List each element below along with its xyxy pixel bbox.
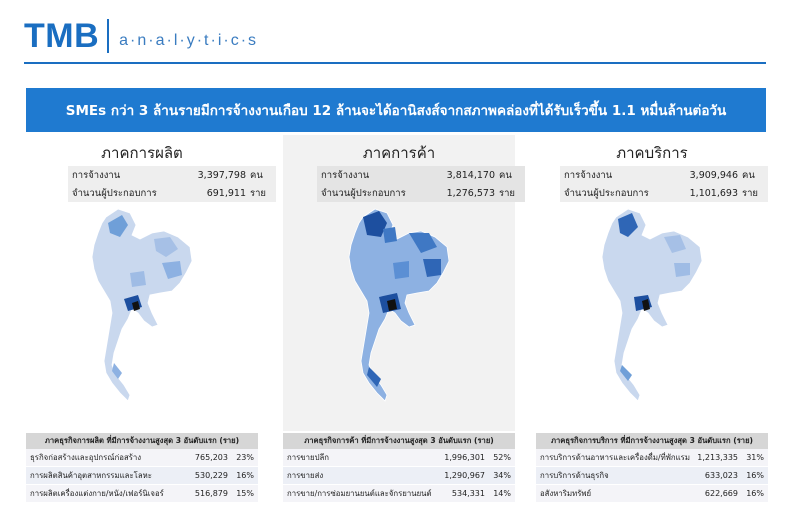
stat-row-employment: การจ้างงาน 3,909,946 คน [560,166,768,184]
panel-title: ภาคการผลิต [101,144,183,162]
panel-title: ภาคการค้า [362,144,436,162]
table-body: การบริการด้านอาหารและเครื่องดื่ม/ที่พักแ… [536,449,768,503]
row-value: 516,879 [194,489,228,498]
stat-value: 691,911 [206,187,246,199]
panel-production: ภาคการผลิต การจ้างงาน 3,397,798 คน จำนวน… [26,135,276,431]
table-row: การขาย/การซ่อมยานยนต์และจักรยานยนต์ 534,… [283,485,515,503]
row-pct: 34% [493,471,511,480]
row-value: 530,229 [194,471,228,480]
row-name: การบริการด้านอาหารและเครื่องดื่ม/ที่พักแ… [540,452,690,462]
table-body: การขายปลีก 1,996,301 52% การขายส่ง 1,290… [283,449,515,503]
row-value: 1,213,335 [697,453,738,462]
top3-table-services: ภาคธุรกิจการบริการ ที่มีการจ้างงานสูงสุด… [536,433,768,503]
table-row: ธุรกิจก่อสร้างและอุปกรณ์ก่อสร้าง 765,203… [26,449,258,467]
stats-box: การจ้างงาน 3,814,170 คน จำนวนผู้ประกอบกา… [317,166,525,202]
stat-label: การจ้างงาน [564,169,613,181]
stat-row-operators: จำนวนผู้ประกอบการ 1,276,573 ราย [317,184,525,202]
stats-box: การจ้างงาน 3,397,798 คน จำนวนผู้ประกอบกา… [68,166,276,202]
table-title: ภาคธุรกิจการผลิต ที่มีการจ้างงานสูงสุด 3… [26,433,258,449]
headline-text: SMEs กว่า 3 ล้านรายมีการจ้างงานเกือบ 12 … [65,103,727,119]
row-pct: 23% [236,453,254,462]
row-value: 765,203 [194,453,228,462]
stat-value: 3,909,946 [689,169,738,181]
stat-value: 3,814,170 [446,169,495,181]
stat-label: จำนวนผู้ประกอบการ [72,187,157,199]
logo-analytics-text: a·n·a·l·y·t·i·c·s [119,32,259,49]
table-body: ธุรกิจก่อสร้างและอุปกรณ์ก่อสร้าง 765,203… [26,449,258,503]
row-value: 633,023 [704,471,738,480]
row-pct: 16% [746,489,764,498]
row-name: การขายส่ง [287,470,324,480]
stat-value: 3,397,798 [197,169,246,181]
stat-unit: ราย [250,187,267,199]
table-row: การขายส่ง 1,290,967 34% [283,467,515,485]
panel-title: ภาคบริการ [616,144,688,162]
header-divider-line [24,62,766,64]
row-pct: 16% [236,471,254,480]
row-name: การผลิตสินค้าอุตสาหกรรมและโลหะ [30,470,152,480]
row-value: 622,669 [704,489,738,498]
row-pct: 16% [746,471,764,480]
stat-value: 1,101,693 [689,187,738,199]
table-title: ภาคธุรกิจการค้า ที่มีการจ้างงานสูงสุด 3 … [283,433,515,449]
row-value: 534,331 [451,489,485,498]
table-row: การบริการด้านอาหารและเครื่องดื่ม/ที่พักแ… [536,449,768,467]
logo-tmb-text: TMB [24,16,100,55]
table-row: การผลิตเครื่องแต่งกาย/หนัง/เฟอร์นิเจอร์ … [26,485,258,503]
stat-row-employment: การจ้างงาน 3,814,170 คน [317,166,525,184]
row-name: ธุรกิจก่อสร้างและอุปกรณ์ก่อสร้าง [30,452,142,462]
stat-value: 1,276,573 [446,187,495,199]
row-pct: 15% [236,489,254,498]
top3-table-trade: ภาคธุรกิจการค้า ที่มีการจ้างงานสูงสุด 3 … [283,433,515,503]
stat-unit: คน [742,169,755,181]
row-value: 1,996,301 [444,453,485,462]
thailand-choropleth-map [601,208,703,402]
tmb-analytics-logo: TMB a·n·a·l·y·t·i·c·s [24,14,258,58]
stat-row-employment: การจ้างงาน 3,397,798 คน [68,166,276,184]
row-name: อสังหาริมทรัพย์ [540,488,592,498]
stat-unit: คน [250,169,263,181]
stat-unit: ราย [499,187,516,199]
panel-services: ภาคบริการ การจ้างงาน 3,909,946 คน จำนวนผ… [536,135,768,431]
row-pct: 52% [493,453,511,462]
row-name: การบริการด้านธุรกิจ [540,470,609,480]
panel-trade: ภาคการค้า การจ้างงาน 3,814,170 คน จำนวนผ… [283,135,525,431]
row-name: การขายปลีก [287,452,330,462]
stat-unit: ราย [742,187,759,199]
table-row: การผลิตสินค้าอุตสาหกรรมและโลหะ 530,229 1… [26,467,258,485]
stat-label: จำนวนผู้ประกอบการ [564,187,649,199]
table-row: การขายปลีก 1,996,301 52% [283,449,515,467]
row-pct: 14% [493,489,511,498]
stats-box: การจ้างงาน 3,909,946 คน จำนวนผู้ประกอบกา… [560,166,768,202]
stat-row-operators: จำนวนผู้ประกอบการ 691,911 ราย [68,184,276,202]
table-row: การบริการด้านธุรกิจ 633,023 16% [536,467,768,485]
stat-label: การจ้างงาน [321,169,370,181]
headline-banner: SMEs กว่า 3 ล้านรายมีการจ้างงานเกือบ 12 … [26,88,766,132]
thailand-choropleth-map [348,208,450,402]
thailand-choropleth-map [91,208,193,402]
stat-label: จำนวนผู้ประกอบการ [321,187,406,199]
logo-divider [107,19,110,53]
row-value: 1,290,967 [444,471,485,480]
top3-table-production: ภาคธุรกิจการผลิต ที่มีการจ้างงานสูงสุด 3… [26,433,258,503]
row-pct: 31% [746,453,764,462]
row-name: การผลิตเครื่องแต่งกาย/หนัง/เฟอร์นิเจอร์ [30,488,164,498]
stat-unit: คน [499,169,512,181]
table-row: อสังหาริมทรัพย์ 622,669 16% [536,485,768,503]
stat-label: การจ้างงาน [72,169,121,181]
stat-row-operators: จำนวนผู้ประกอบการ 1,101,693 ราย [560,184,768,202]
table-title: ภาคธุรกิจการบริการ ที่มีการจ้างงานสูงสุด… [536,433,768,449]
row-name: การขาย/การซ่อมยานยนต์และจักรยานยนต์ [287,488,432,498]
